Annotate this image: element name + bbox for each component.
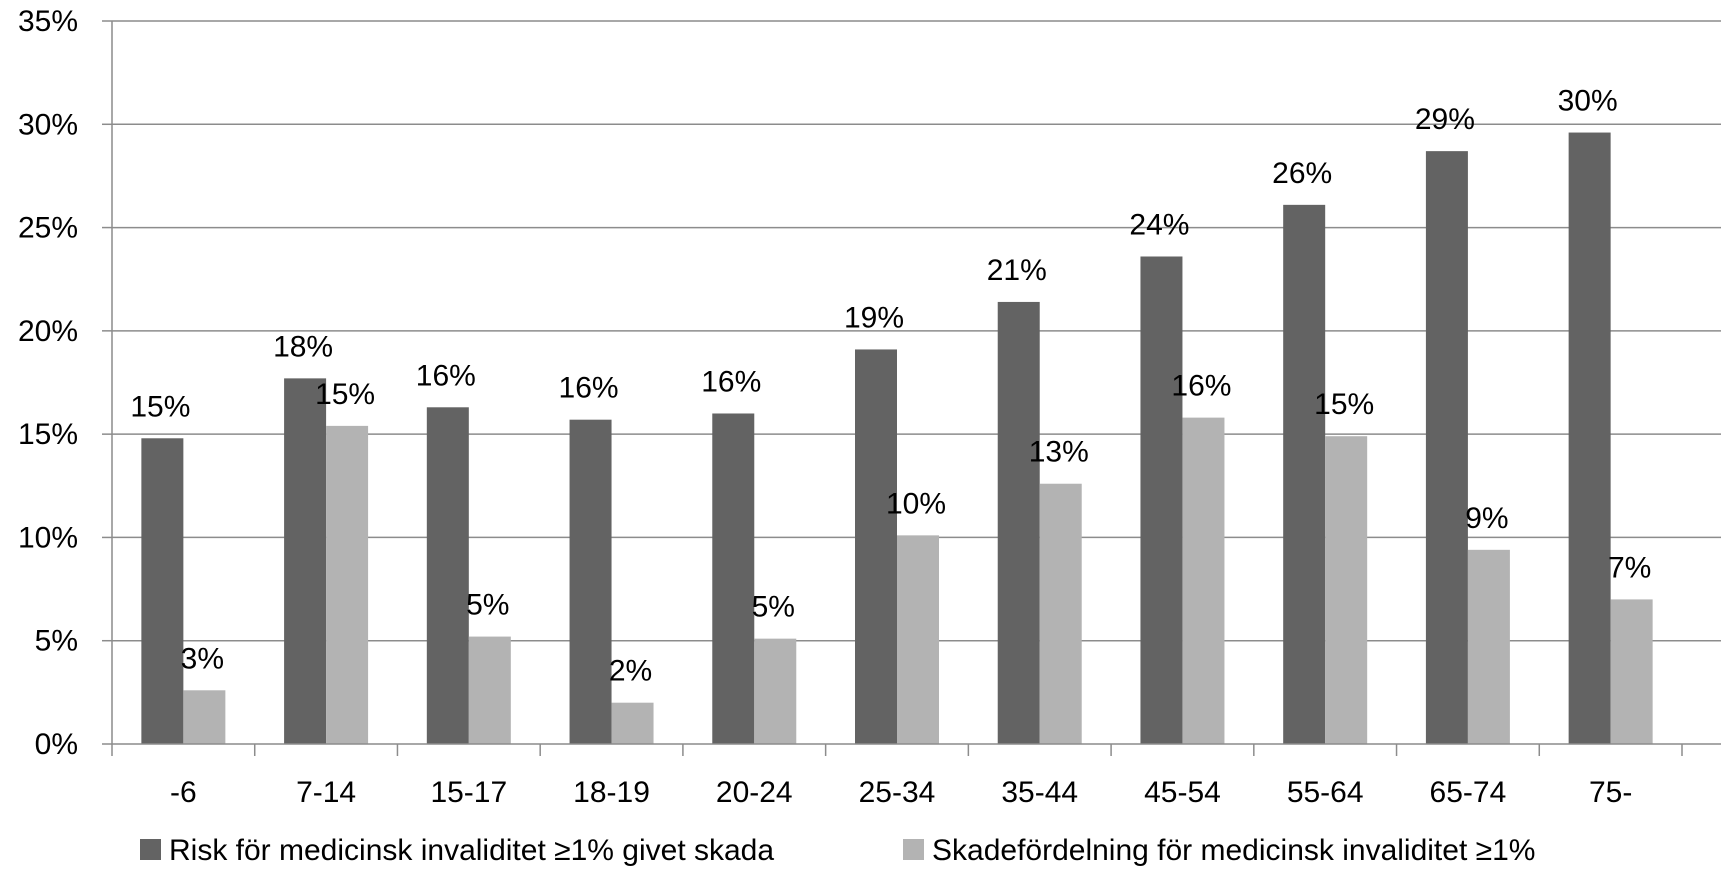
- bar-series-2: [1182, 417, 1225, 744]
- data-label-series-2: 3%: [181, 642, 224, 675]
- bar-series-2: [326, 425, 369, 744]
- bar-series-1: [569, 419, 612, 744]
- bar-series-2: [468, 636, 511, 744]
- bar-series-1: [997, 301, 1040, 744]
- data-label-series-2: 9%: [1465, 502, 1508, 535]
- data-label-series-2: 15%: [1314, 388, 1374, 421]
- data-label-series-2: 15%: [315, 378, 375, 411]
- gridlines: [112, 20, 1721, 642]
- y-tick-label: 20%: [18, 315, 78, 348]
- x-tick-label: 35-44: [1001, 776, 1078, 809]
- bar-series-1: [1568, 132, 1611, 744]
- data-label-series-2: 2%: [609, 655, 652, 688]
- labels: -6 15% 3% 7-14 18% 15% 15-17 16% 5% 18-19 16% 2% 20-…: [130, 85, 1651, 809]
- x-tick-label: -6: [170, 776, 197, 809]
- legend-label-series-2: Skadefördelning för medicinsk invalidite…: [932, 834, 1535, 867]
- data-label-series-1: 24%: [1129, 208, 1189, 241]
- bar-series-2: [611, 702, 654, 744]
- y-tick-label: 30%: [18, 108, 78, 141]
- x-tick-label: 20-24: [716, 776, 793, 809]
- x-tick-label: 65-74: [1430, 776, 1507, 809]
- data-label-series-2: 13%: [1029, 436, 1089, 469]
- legend-swatch-series-1: [140, 839, 161, 860]
- y-tick-label: 10%: [18, 521, 78, 554]
- data-label-series-2: 5%: [466, 589, 509, 622]
- bar-series-2: [754, 638, 797, 744]
- axes: 0% 5% 10% 15% 20% 25% 30% 35%: [18, 5, 1721, 761]
- x-tick-label: 7-14: [296, 776, 356, 809]
- x-tick-label: 18-19: [573, 776, 650, 809]
- data-label-series-2: 16%: [1171, 370, 1231, 403]
- bars: [141, 132, 1653, 744]
- x-tick-label: 55-64: [1287, 776, 1364, 809]
- bar-series-2: [1467, 549, 1510, 744]
- x-tick-label: 75-: [1589, 776, 1632, 809]
- y-tick-label: 25%: [18, 212, 78, 245]
- data-label-series-1: 29%: [1415, 103, 1475, 136]
- bar-series-1: [712, 413, 755, 744]
- y-tick-label: 35%: [18, 5, 78, 38]
- bar-series-1: [855, 349, 897, 744]
- y-tick-label: 5%: [35, 625, 78, 658]
- data-label-series-1: 30%: [1558, 85, 1618, 118]
- bar-series-1: [284, 378, 327, 744]
- bar-series-1: [1425, 151, 1468, 744]
- data-label-series-1: 19%: [844, 301, 904, 334]
- bar-series-2: [1325, 436, 1368, 744]
- bar-series-2: [1610, 599, 1653, 744]
- data-label-series-2: 5%: [752, 591, 795, 624]
- data-label-series-1: 16%: [559, 372, 619, 405]
- data-label-series-1: 16%: [701, 365, 761, 398]
- bar-series-2: [1039, 483, 1082, 744]
- y-tick-label: 0%: [35, 728, 78, 761]
- data-label-series-2: 10%: [886, 487, 946, 520]
- data-label-series-1: 21%: [987, 254, 1047, 287]
- legend-label-series-1: Risk för medicinsk invaliditet ≥1% givet…: [169, 834, 774, 867]
- y-tick-label: 15%: [18, 418, 78, 451]
- bar-series-2: [183, 690, 226, 744]
- bar-series-1: [1283, 204, 1326, 744]
- x-tick-label: 45-54: [1144, 776, 1221, 809]
- data-label-series-1: 26%: [1272, 157, 1332, 190]
- bar-series-2: [897, 535, 939, 744]
- data-label-series-1: 18%: [273, 330, 333, 363]
- legend-swatch-series-2: [903, 839, 924, 860]
- bar-series-1: [426, 407, 469, 744]
- legend: Risk för medicinsk invaliditet ≥1% givet…: [140, 834, 1535, 867]
- x-tick-label: 15-17: [430, 776, 507, 809]
- data-label-series-1: 16%: [416, 359, 476, 392]
- data-label-series-2: 7%: [1608, 551, 1651, 584]
- bar-series-1: [1140, 256, 1183, 744]
- x-tick-label: 25-34: [859, 776, 936, 809]
- bar-series-1: [141, 438, 184, 744]
- data-label-series-1: 15%: [130, 390, 190, 423]
